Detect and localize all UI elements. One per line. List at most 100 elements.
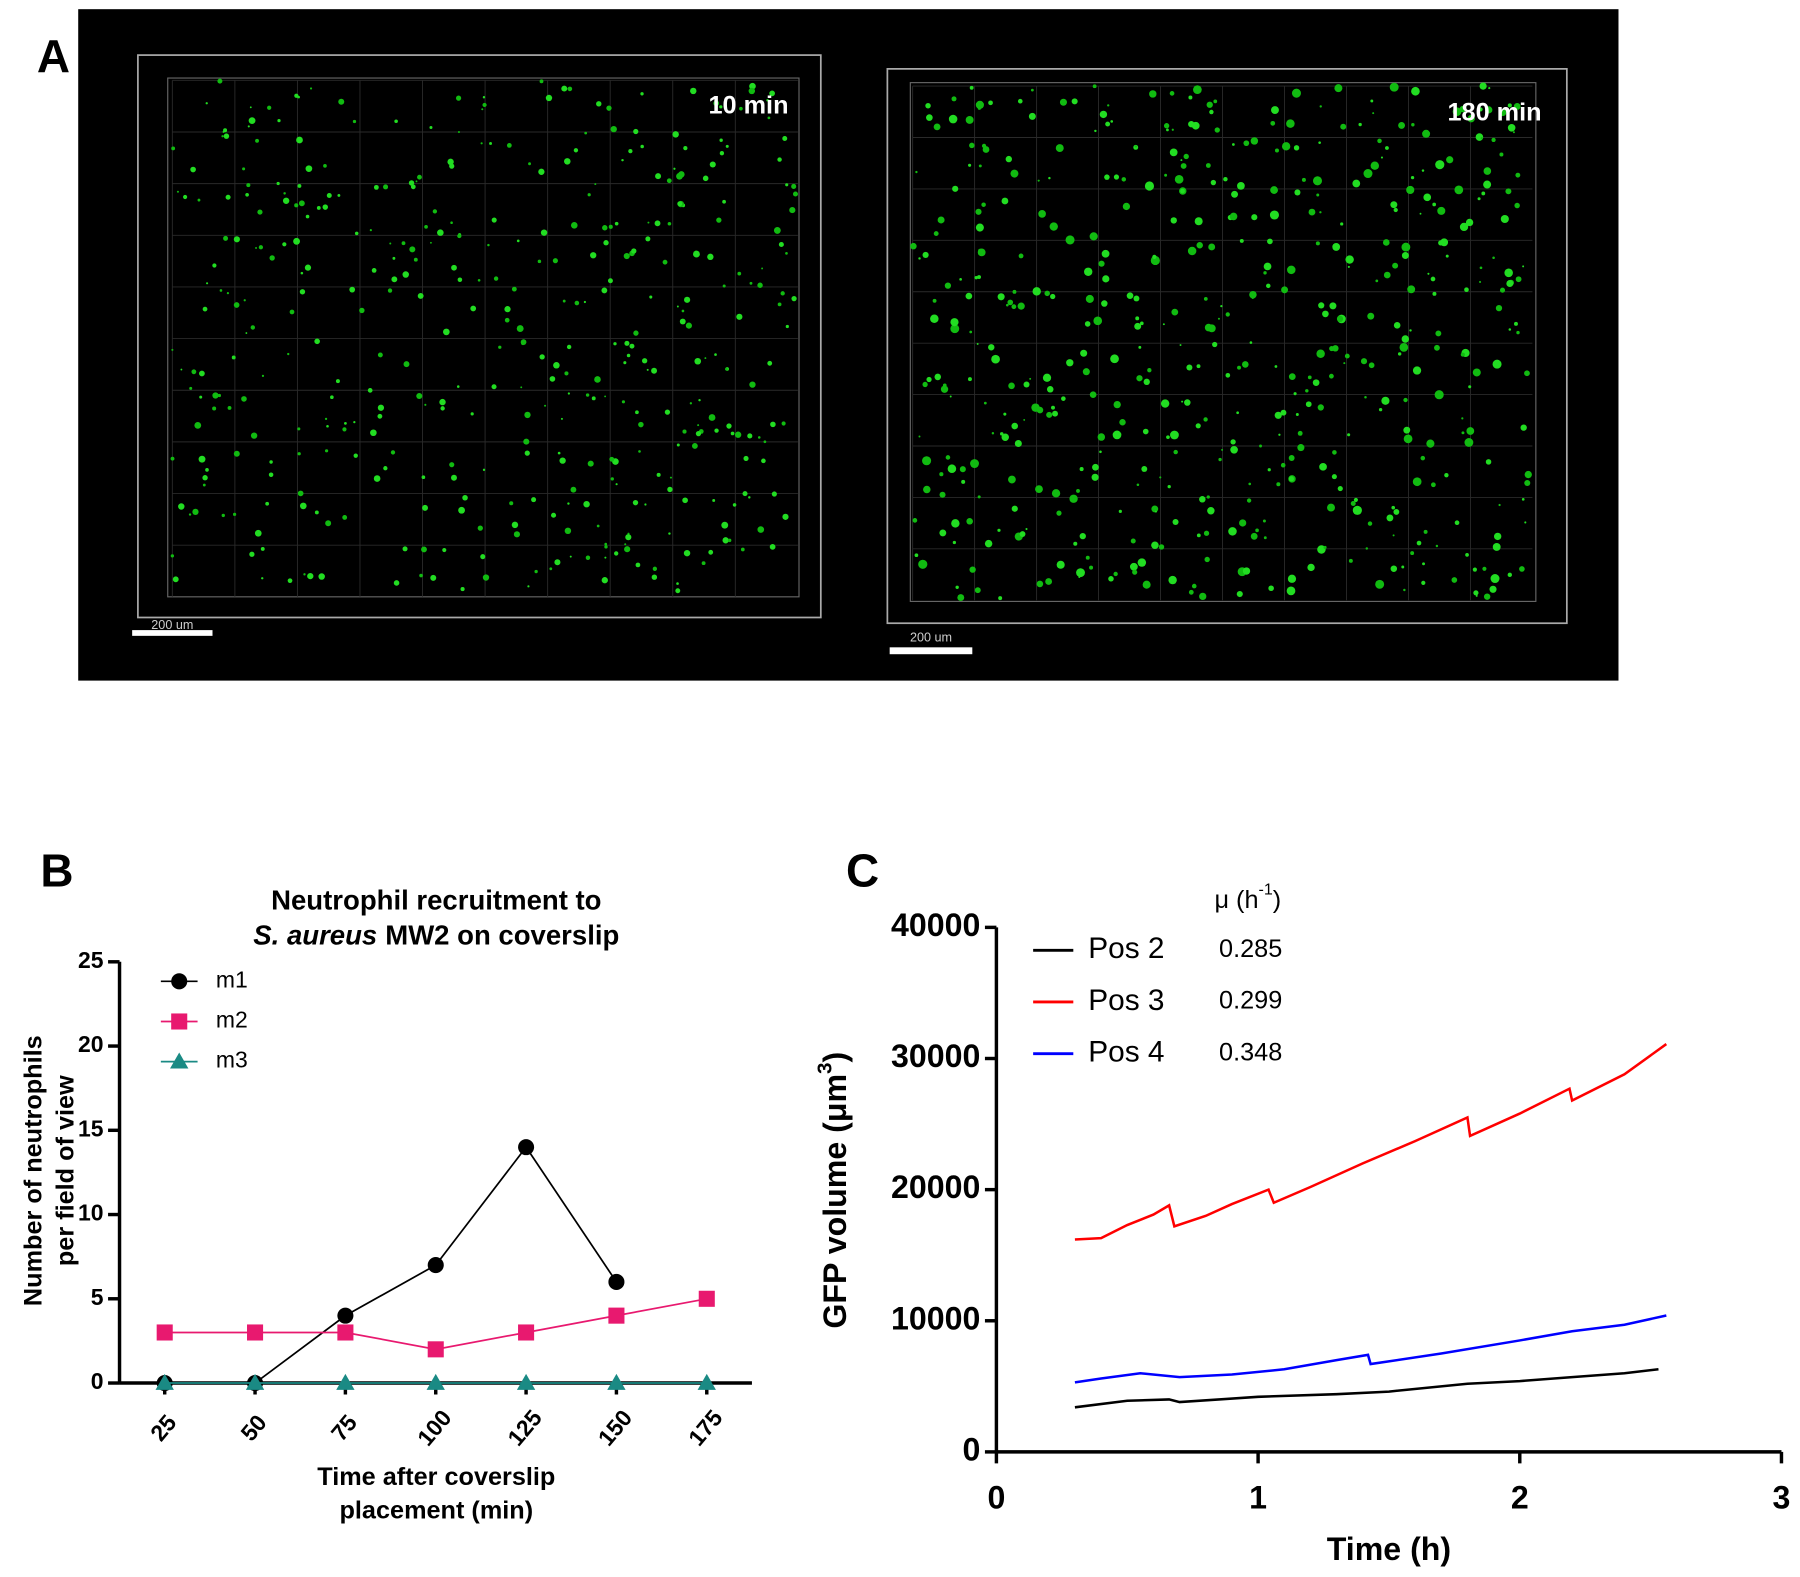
x-axis-label: Time (h): [1327, 1531, 1451, 1567]
cell: [610, 477, 614, 481]
cell: [596, 524, 600, 528]
cell: [1392, 262, 1399, 269]
cell: [1461, 417, 1464, 420]
cell: [1479, 280, 1482, 283]
cell: [719, 105, 723, 109]
cell: [477, 278, 481, 282]
cell: [544, 404, 547, 407]
cell: [371, 268, 377, 273]
cell: [1046, 411, 1053, 418]
cell: [1480, 137, 1483, 140]
cell: [669, 476, 672, 479]
cell: [1280, 462, 1286, 468]
cell: [1499, 287, 1506, 293]
cell: [539, 354, 545, 360]
cell: [1465, 553, 1469, 557]
cell: [1163, 123, 1170, 129]
cell: [1323, 545, 1327, 549]
cell: [1274, 148, 1279, 153]
cell: [780, 291, 785, 296]
cell: [269, 255, 275, 261]
cell: [785, 183, 789, 187]
cell: [1524, 370, 1530, 377]
cell: [506, 142, 512, 148]
cell: [198, 455, 206, 463]
cell: [451, 264, 457, 271]
cell: [1028, 112, 1036, 120]
cell: [1076, 489, 1080, 493]
cell: [638, 450, 641, 453]
series-line: [1074, 1043, 1668, 1241]
cell: [1485, 459, 1492, 465]
legend-label: m2: [216, 1007, 248, 1033]
cell: [621, 400, 626, 404]
cell: [1141, 466, 1148, 472]
cell: [451, 474, 457, 481]
legend-header: μ (h-1): [1214, 881, 1281, 914]
cell: [646, 368, 649, 371]
cell: [591, 396, 596, 401]
cell: [1297, 444, 1305, 452]
cell: [975, 208, 982, 215]
cell: [623, 252, 630, 260]
cell: [596, 101, 602, 107]
cell: [456, 385, 460, 388]
cell: [1089, 565, 1094, 570]
cell: [1003, 412, 1007, 416]
cell: [1159, 476, 1162, 479]
cell: [1459, 222, 1469, 232]
cell: [562, 299, 566, 303]
cell: [1286, 119, 1295, 128]
cell: [937, 216, 945, 224]
cell: [1274, 411, 1282, 419]
cell: [632, 499, 639, 506]
cell: [1434, 344, 1440, 351]
cell: [260, 546, 265, 551]
cell: [1000, 432, 1004, 436]
cell: [402, 546, 408, 552]
cell: [1281, 286, 1289, 294]
cell: [1524, 521, 1527, 524]
cell: [939, 491, 946, 498]
x-tick-label: 150: [593, 1405, 638, 1451]
cell: [1069, 494, 1078, 503]
cell: [1239, 238, 1244, 243]
cell: [1315, 241, 1320, 246]
cell: [1119, 419, 1126, 426]
cell: [344, 422, 347, 425]
cell: [624, 543, 627, 546]
cell: [949, 395, 952, 398]
cell: [1056, 560, 1065, 569]
cell: [1134, 145, 1137, 148]
cell: [1084, 321, 1091, 327]
x-axis-label: placement (min): [339, 1496, 533, 1524]
cell: [631, 248, 637, 254]
cell: [725, 367, 728, 371]
cell: [1318, 141, 1321, 144]
cell: [1147, 368, 1152, 373]
y-axis-label: Number of neutrophils: [19, 1035, 47, 1306]
volume-box: [137, 54, 822, 619]
cell: [1316, 349, 1325, 359]
cell: [974, 587, 981, 594]
cell: [945, 455, 951, 460]
marker: [247, 1324, 264, 1341]
cell: [584, 131, 588, 135]
cell: [1403, 397, 1408, 403]
cell: [676, 443, 680, 447]
cell: [1297, 430, 1303, 436]
cell: [981, 202, 986, 207]
cell: [789, 207, 796, 214]
label-part: ): [1273, 886, 1281, 914]
cell: [194, 421, 202, 429]
y-tick-label: 10: [78, 1200, 104, 1226]
cell: [304, 264, 312, 271]
cell: [1322, 310, 1329, 318]
cell: [732, 503, 737, 507]
cell: [1250, 137, 1259, 145]
cell: [1225, 312, 1230, 317]
cell: [1066, 359, 1074, 367]
cell: [553, 361, 560, 369]
cell: [1370, 161, 1380, 170]
cell: [922, 456, 932, 466]
